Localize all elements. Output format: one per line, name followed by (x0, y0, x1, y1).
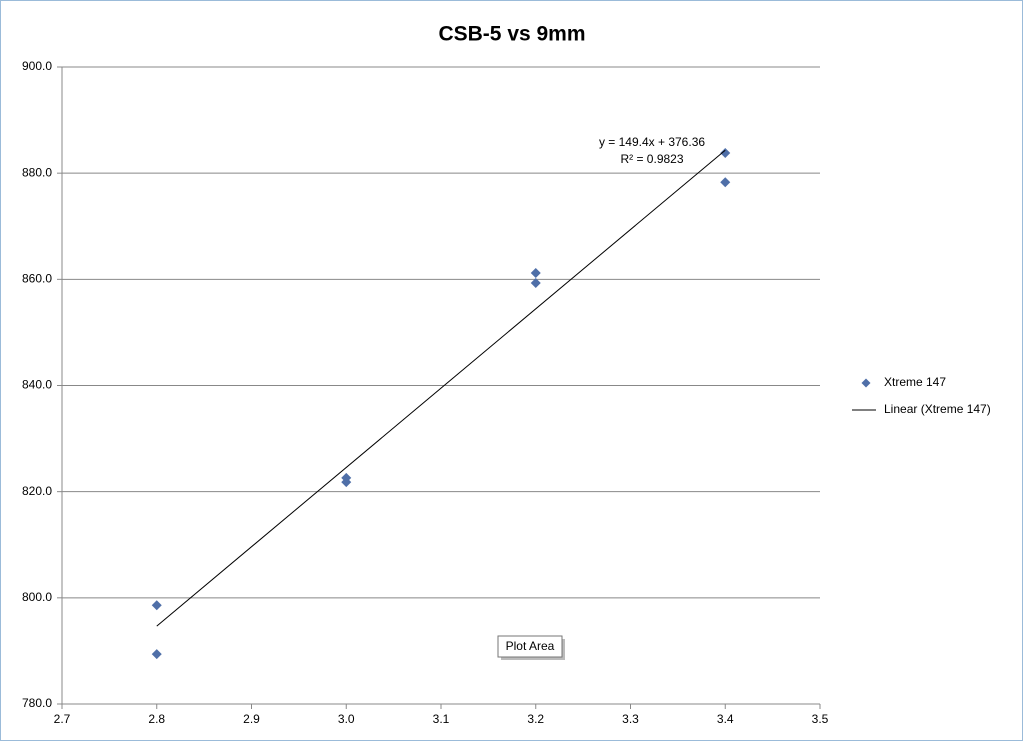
x-tick-label: 2.9 (243, 712, 260, 726)
point (720, 147, 731, 158)
tooltip-text: Plot Area (506, 639, 555, 653)
legend-marker (861, 378, 871, 388)
x-tick-label: 2.7 (54, 712, 71, 726)
point (720, 177, 731, 188)
y-tick-label: 780.0 (22, 696, 52, 710)
x-tick-label: 3.0 (338, 712, 355, 726)
y-tick-label: 840.0 (22, 378, 52, 392)
trendline (156, 149, 726, 627)
y-tick-label: 820.0 (22, 484, 52, 498)
point (341, 477, 352, 488)
legend-label: Xtreme 147 (884, 375, 946, 389)
legend-label: Linear (Xtreme 147) (884, 402, 991, 416)
chart-title: CSB-5 vs 9mm (438, 23, 585, 46)
trendline-equation: y = 149.4x + 376.36 (599, 135, 705, 149)
y-tick-label: 880.0 (22, 165, 52, 179)
trendline-r2: R² = 0.9823 (620, 152, 683, 166)
x-tick-label: 3.1 (433, 712, 450, 726)
y-tick-label: 900.0 (22, 59, 52, 73)
point (530, 267, 541, 278)
x-tick-label: 3.3 (622, 712, 639, 726)
point (151, 649, 162, 660)
y-tick-label: 860.0 (22, 272, 52, 286)
x-tick-label: 3.5 (812, 712, 829, 726)
point (530, 278, 541, 289)
x-tick-label: 3.2 (527, 712, 544, 726)
y-tick-label: 800.0 (22, 590, 52, 604)
point (151, 600, 162, 611)
tooltip-box (497, 635, 563, 658)
x-tick-label: 2.8 (148, 712, 165, 726)
x-tick-label: 3.4 (717, 712, 734, 726)
